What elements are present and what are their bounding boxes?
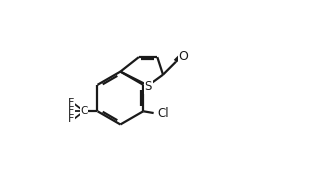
Text: S: S xyxy=(145,80,152,93)
Text: F: F xyxy=(68,114,75,124)
Text: F: F xyxy=(68,106,75,116)
Text: C: C xyxy=(80,106,88,116)
Text: Cl: Cl xyxy=(157,107,169,120)
Text: O: O xyxy=(179,50,188,63)
Text: F: F xyxy=(68,98,75,108)
